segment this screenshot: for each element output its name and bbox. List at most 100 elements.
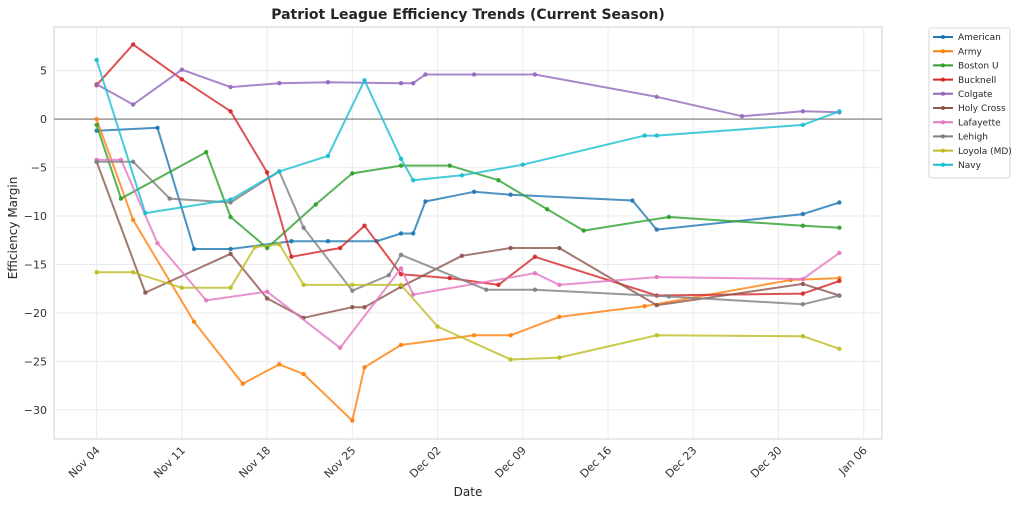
data-point-lehigh: [94, 159, 99, 164]
legend-item-army: Army: [933, 47, 982, 57]
legend-label: Bucknell: [958, 76, 996, 86]
data-point-lafayette: [337, 345, 343, 351]
data-point-boston-u: [398, 163, 404, 168]
data-point-colgate: [179, 67, 185, 72]
data-point-lehigh: [130, 159, 136, 164]
data-point-army: [471, 333, 477, 338]
data-point-holy-cross: [800, 281, 806, 287]
legend-item-colgate: Colgate: [933, 90, 993, 100]
data-point-loyola-md: [398, 282, 404, 288]
data-point-boston-u: [544, 207, 550, 212]
data-point-army: [94, 116, 99, 122]
legend-item-american: American: [933, 33, 1001, 43]
data-point-loyola-md: [557, 355, 562, 360]
data-point-boston-u: [837, 225, 842, 230]
data-point-loyola-md: [837, 346, 842, 352]
legend-marker: [941, 91, 945, 96]
legend-marker: [941, 120, 945, 125]
data-point-lehigh: [350, 288, 355, 293]
data-point-colgate: [411, 81, 416, 86]
legend-marker: [941, 77, 945, 82]
data-point-army: [191, 319, 197, 324]
data-point-boston-u: [581, 228, 586, 233]
data-point-army: [301, 371, 306, 377]
data-point-boston-u: [118, 196, 124, 201]
data-point-navy: [411, 177, 416, 183]
data-point-bucknell: [228, 109, 233, 114]
data-point-american: [630, 198, 635, 203]
data-point-lehigh: [484, 287, 489, 292]
data-point-bucknell: [289, 254, 294, 259]
series-line-american: [96, 126, 840, 250]
legend-item-loyola-md: Loyola (MD): [933, 147, 1012, 157]
legend-label: Boston U: [958, 62, 999, 72]
x-tick-label: Dec 23: [663, 444, 700, 481]
legend: American Army Boston U Bucknell Colgate Holy …: [928, 27, 1012, 179]
y-tick-label: −30: [24, 404, 47, 417]
legend-item-bucknell: Bucknell: [933, 76, 996, 86]
data-point-loyola-md: [800, 334, 806, 339]
data-point-colgate: [325, 80, 331, 85]
legend-label: Navy: [958, 161, 982, 171]
data-point-bucknell: [532, 254, 538, 259]
data-point-american: [654, 227, 659, 232]
data-point-holy-cross: [654, 303, 659, 308]
data-point-colgate: [739, 113, 745, 119]
data-point-lehigh: [532, 287, 538, 292]
data-point-loyola-md: [301, 282, 306, 288]
data-point-navy: [277, 169, 282, 174]
legend-item-lehigh: Lehigh: [933, 133, 988, 143]
data-point-lafayette: [411, 292, 416, 297]
data-point-lehigh: [800, 302, 806, 307]
data-point-colgate: [423, 72, 428, 77]
data-point-lehigh: [837, 293, 842, 298]
x-tick-label: Nov 18: [236, 444, 273, 481]
data-point-holy-cross: [508, 245, 513, 251]
data-point-colgate: [228, 84, 233, 90]
data-point-holy-cross: [228, 251, 233, 257]
y-tick-label: 5: [40, 65, 47, 78]
data-point-boston-u: [800, 223, 806, 228]
y-tick-label: −25: [24, 355, 47, 368]
data-point-american: [411, 231, 416, 236]
data-point-bucknell: [496, 282, 501, 288]
data-point-american: [155, 125, 160, 131]
data-point-navy: [362, 78, 367, 83]
data-point-navy: [325, 153, 331, 159]
chart-title: Patriot League Efficiency Trends (Curren…: [271, 7, 665, 23]
data-point-lafayette: [654, 274, 659, 280]
data-point-colgate: [130, 102, 136, 107]
series-layer: [94, 42, 842, 423]
data-point-colgate: [800, 109, 806, 114]
data-point-lafayette: [800, 276, 806, 282]
data-point-holy-cross: [362, 304, 367, 310]
data-point-american: [228, 246, 233, 252]
data-point-loyola-md: [130, 270, 136, 275]
legend-marker: [941, 35, 945, 39]
data-point-army: [350, 418, 355, 423]
x-tick-label: Jan 06: [836, 444, 870, 478]
data-point-navy: [143, 210, 148, 216]
data-point-boston-u: [447, 163, 452, 168]
data-point-navy: [642, 133, 647, 138]
data-point-lafayette: [837, 250, 842, 256]
data-point-lehigh: [386, 272, 392, 278]
data-point-loyola-md: [179, 285, 185, 290]
data-point-lehigh: [666, 294, 672, 299]
data-point-bucknell: [362, 223, 367, 228]
y-axis-label: Efficiency Margin: [6, 177, 20, 280]
data-point-loyola-md: [654, 333, 659, 338]
x-tick-label: Dec 16: [578, 444, 615, 481]
legend-marker: [941, 162, 945, 167]
y-tick-label: −20: [24, 307, 47, 320]
x-axis-label: Date: [454, 485, 483, 499]
data-point-lafayette: [155, 240, 160, 246]
data-point-loyola-md: [435, 324, 440, 329]
data-point-bucknell: [837, 278, 842, 284]
data-point-navy: [459, 173, 465, 178]
data-point-navy: [837, 109, 842, 114]
data-point-american: [508, 192, 513, 197]
data-point-navy: [398, 156, 404, 162]
x-axis-ticks: Nov 04 Nov 11 Nov 18 Nov 25 Dec 02 Dec 09 Dec …: [66, 444, 870, 481]
data-point-navy: [94, 57, 99, 63]
